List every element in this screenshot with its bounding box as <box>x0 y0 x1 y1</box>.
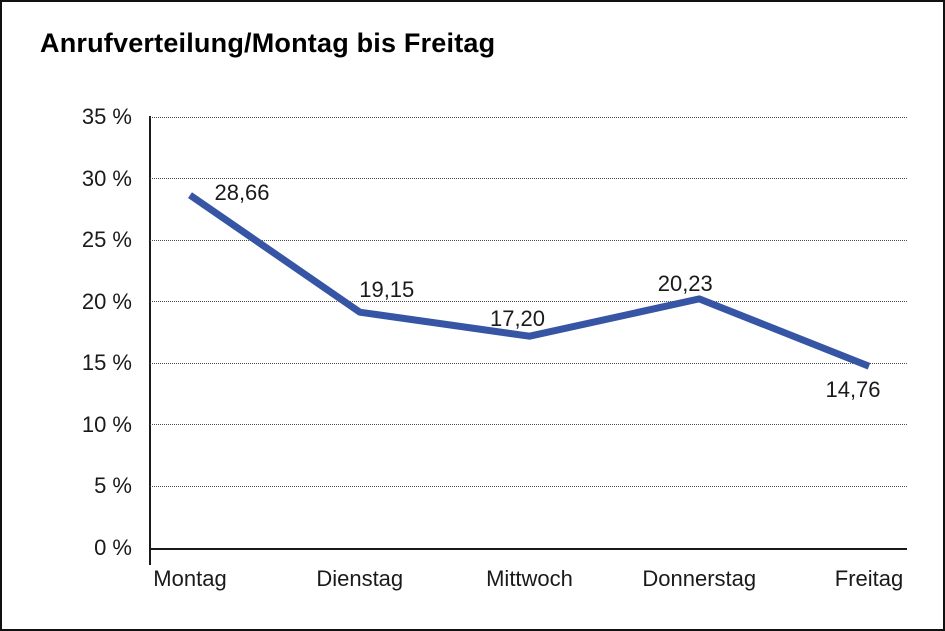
plot-area: 28,66 19,15 17,20 20,23 14,76 <box>150 116 907 548</box>
y-axis-line <box>149 116 151 565</box>
gridline <box>150 178 907 180</box>
gridline <box>150 424 907 426</box>
x-axis-label: Donnerstag <box>642 566 757 591</box>
data-point-label: 17,20 <box>489 306 546 332</box>
gridline <box>150 116 907 118</box>
y-tick-label: 35 % <box>81 104 132 129</box>
x-axis-line <box>150 548 907 550</box>
gridline <box>150 362 907 364</box>
y-axis-labels: 0 % 5 % 10 % 15 % 20 % 25 % 30 % 35 % <box>2 104 132 560</box>
y-tick-label: 0 % <box>94 535 132 560</box>
series-line <box>188 192 871 370</box>
x-axis-label: Dienstag <box>316 566 404 591</box>
data-point-label: 14,76 <box>825 377 881 403</box>
x-axis-label: Montag <box>153 566 227 591</box>
data-point-label: 20,23 <box>657 270 713 296</box>
gridline <box>150 301 907 303</box>
y-tick-label: 10 % <box>81 411 132 437</box>
data-point-label: 19,15 <box>359 277 415 303</box>
y-tick-label: 15 % <box>81 350 132 376</box>
y-tick-label: 25 % <box>81 227 132 253</box>
y-tick-label: 30 % <box>81 165 132 191</box>
x-axis-label: Mittwoch <box>486 566 573 591</box>
y-tick-label: 5 % <box>94 473 132 499</box>
gridline <box>150 239 907 241</box>
x-axis-labels: Montag Dienstag Mittwoch Donnerstag Freitag <box>150 566 907 596</box>
chart-title: Anrufverteilung/Montag bis Freitag <box>40 28 496 58</box>
y-tick-label: 20 % <box>81 288 132 314</box>
x-axis-label: Freitag <box>834 566 904 591</box>
gridline <box>150 485 907 487</box>
data-point-label: 28,66 <box>214 180 270 206</box>
